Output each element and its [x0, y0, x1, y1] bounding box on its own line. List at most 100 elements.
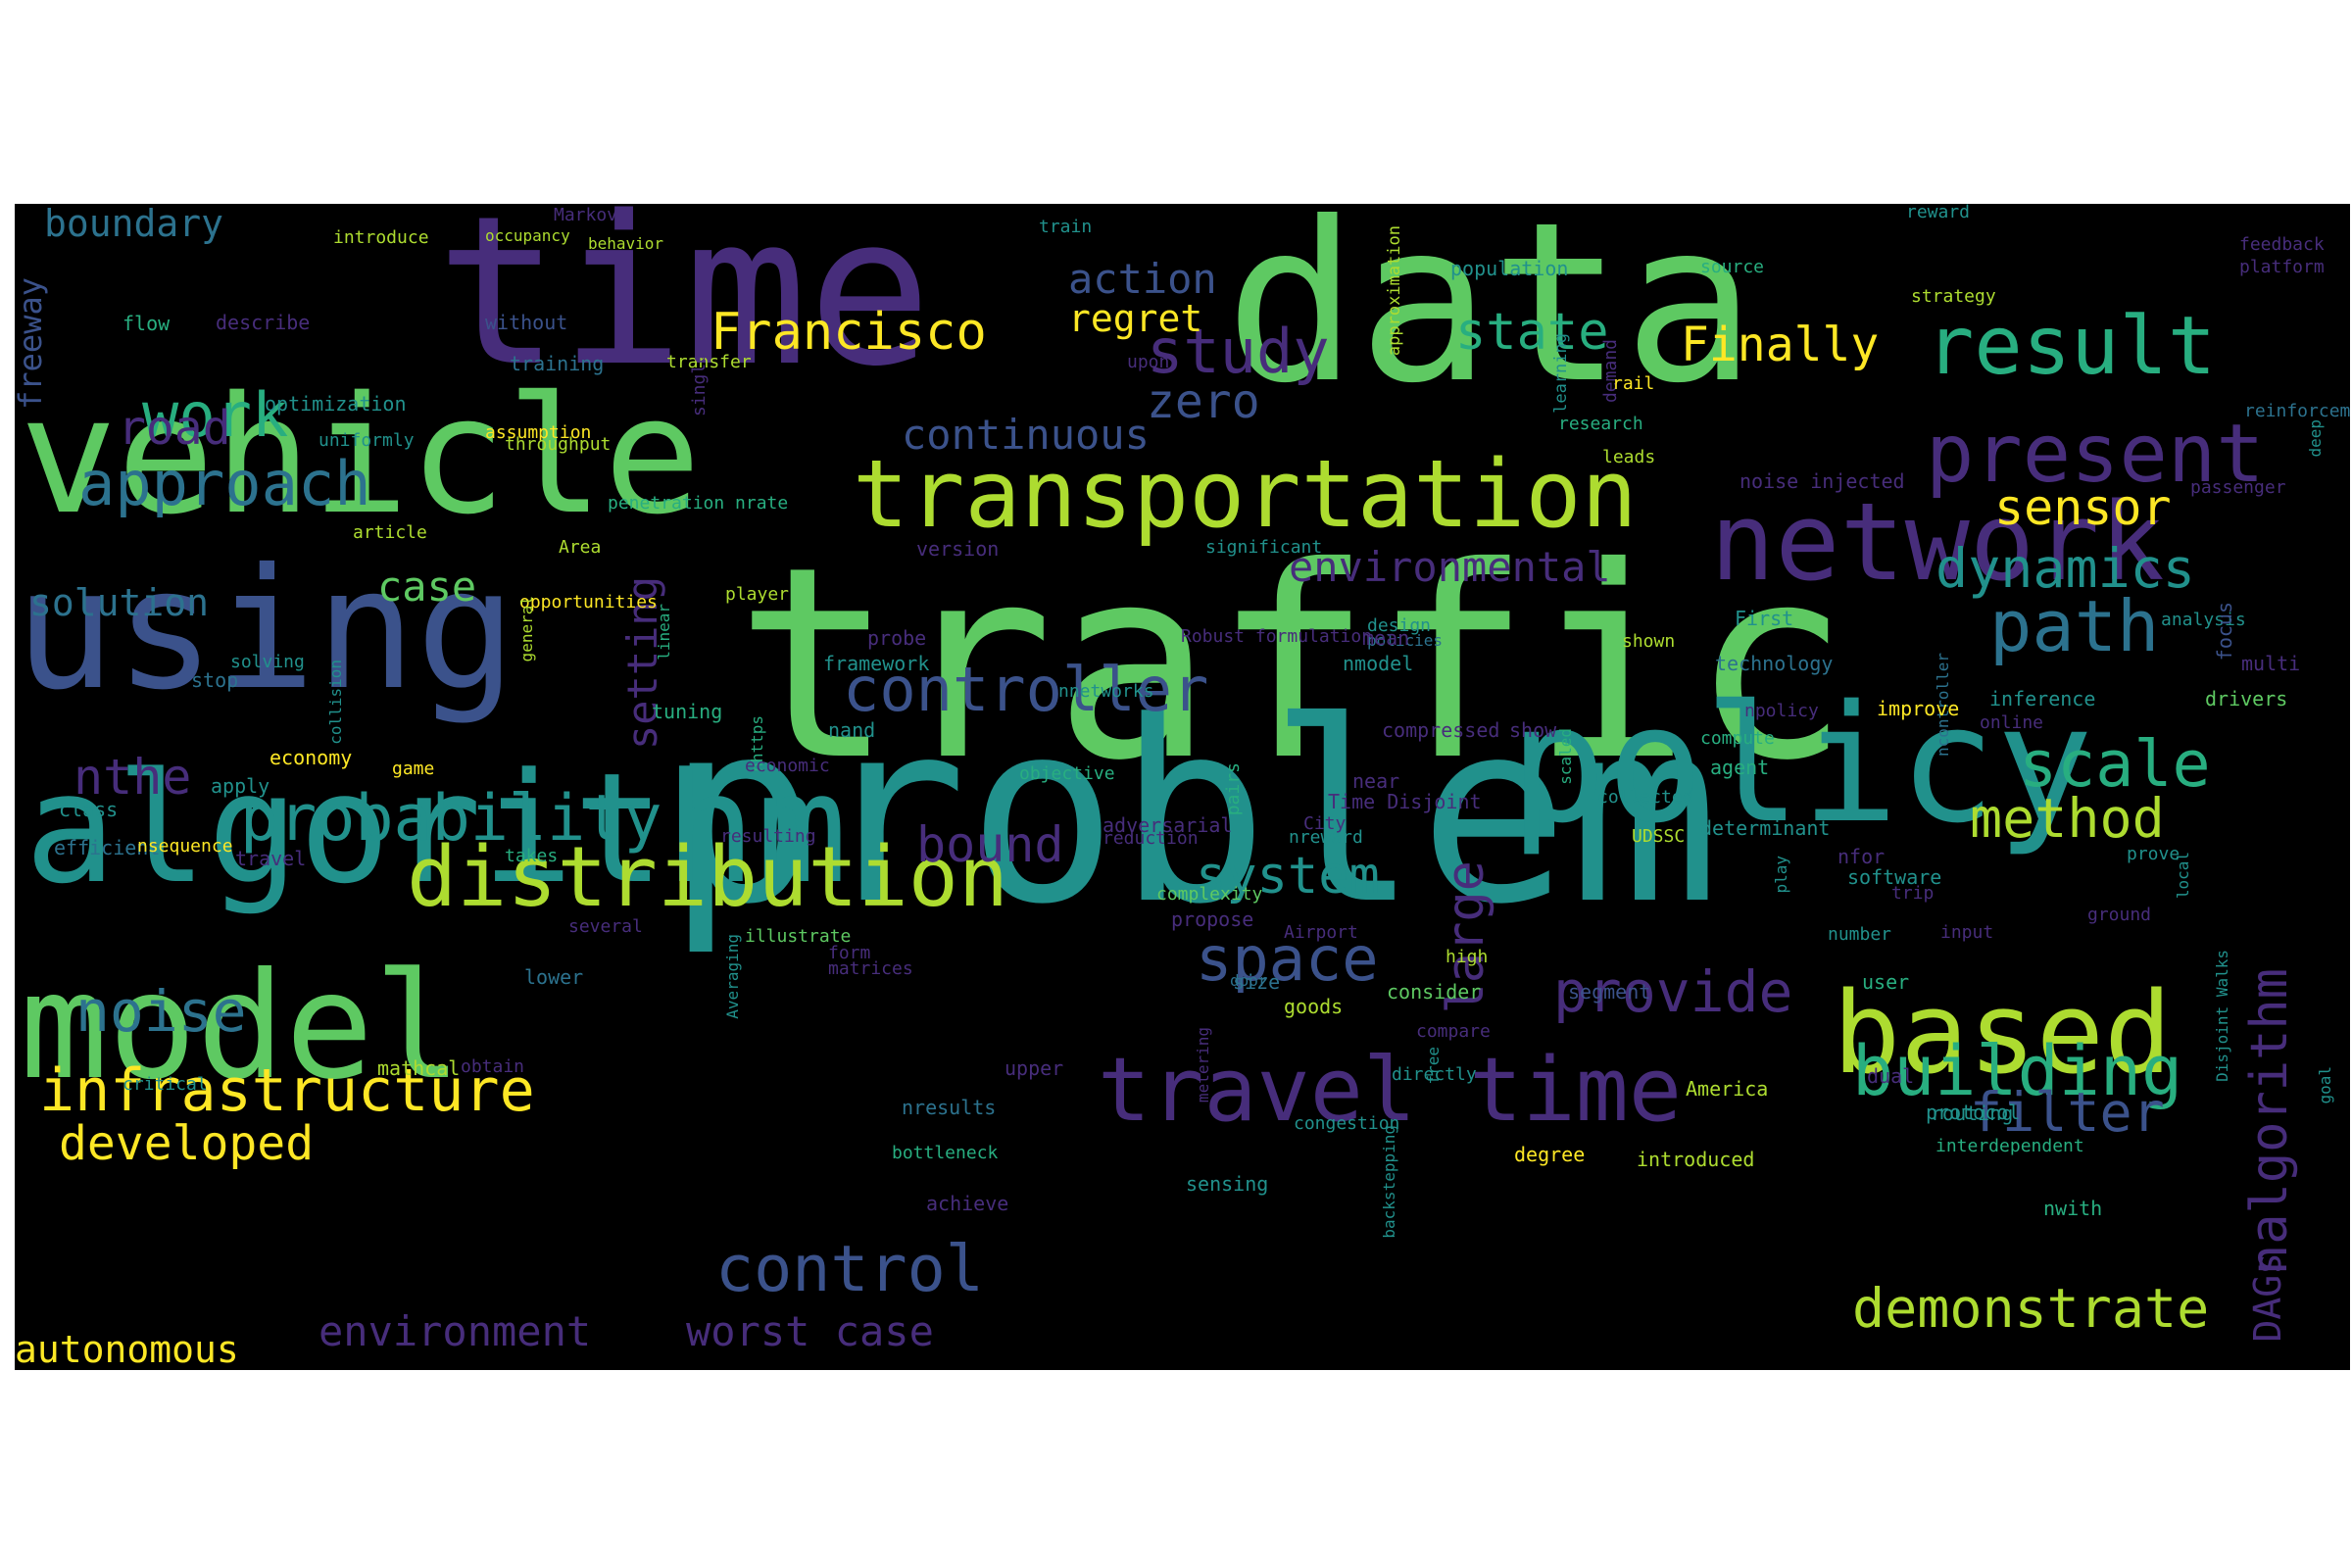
- word: congestion: [1294, 1113, 1400, 1134]
- word: single: [689, 353, 710, 417]
- word: routing: [1931, 1102, 2014, 1125]
- word: scale: [2019, 728, 2211, 802]
- word: economic: [745, 756, 830, 776]
- word: sensor: [1994, 479, 2172, 536]
- word: design: [1367, 615, 1432, 636]
- word: state: [1455, 303, 1609, 362]
- word: travel: [235, 847, 307, 870]
- word: UDSSC: [1632, 826, 1686, 847]
- word: passenger: [2190, 477, 2286, 498]
- word: several: [568, 916, 643, 937]
- word: local: [2174, 852, 2192, 900]
- word: show: [1509, 718, 1557, 742]
- word: learning: [1551, 333, 1571, 414]
- word: segment: [1568, 980, 1651, 1004]
- word: collision: [326, 660, 345, 745]
- word: First: [1735, 607, 1794, 630]
- word: probe: [867, 626, 927, 650]
- word: transportation: [853, 441, 1638, 549]
- word: article: [353, 522, 427, 543]
- word: system: [1196, 847, 1380, 906]
- word: critical: [122, 1074, 208, 1095]
- word: occupancy: [485, 226, 570, 245]
- word: Area: [559, 537, 602, 558]
- word: policy: [1509, 670, 2094, 858]
- word: model: [20, 942, 463, 1112]
- word: general: [517, 596, 536, 662]
- word: software: [1847, 865, 1942, 889]
- word: game: [392, 759, 435, 779]
- word: method: [1970, 787, 2165, 850]
- word: lower: [524, 965, 584, 989]
- word: high: [1446, 947, 1489, 967]
- word: adversarial: [1102, 813, 1233, 837]
- word: compute: [1700, 728, 1775, 749]
- word: propose: [1171, 907, 1254, 931]
- word: matrices: [828, 958, 913, 979]
- word: nfor: [1838, 845, 1886, 868]
- word: goods: [1284, 995, 1344, 1018]
- word: distribution: [407, 829, 1009, 926]
- word: penetration nrate: [608, 493, 789, 514]
- word: uniformly: [318, 430, 415, 451]
- word: shown: [1622, 631, 1676, 652]
- word: feedback: [2239, 234, 2325, 255]
- word: bound: [916, 816, 1064, 873]
- word: takes: [505, 846, 559, 866]
- word: protocol: [1926, 1101, 2021, 1124]
- word: approach: [78, 448, 371, 519]
- word: drivers: [2205, 687, 2288, 710]
- word: action: [1068, 255, 1217, 303]
- word: online: [1980, 712, 2044, 733]
- word: path: [1989, 585, 2160, 667]
- word: work: [142, 379, 289, 451]
- word: reward: [1906, 204, 1971, 222]
- word: efficient: [54, 836, 161, 859]
- word: demonstrate: [1852, 1277, 2210, 1340]
- word: economy: [270, 746, 353, 769]
- word: rail: [1612, 373, 1655, 394]
- word: apply: [211, 774, 270, 798]
- word: mean: [1362, 626, 1410, 650]
- word: resulting: [720, 826, 816, 847]
- word: strategy: [1911, 286, 1996, 307]
- word: case: [377, 563, 477, 611]
- word: provide: [1553, 958, 1793, 1025]
- word: number: [1828, 924, 1892, 945]
- word: using: [15, 533, 516, 727]
- word: present: [1926, 408, 2265, 501]
- word-cloud: time data traffic problem vehicle using algori…: [15, 204, 2350, 1370]
- word: America: [1686, 1077, 1769, 1101]
- word: sensing: [1186, 1172, 1269, 1196]
- word: Finally: [1681, 318, 1880, 372]
- word: time: [436, 204, 932, 412]
- word: data: [1225, 204, 1756, 432]
- word: filter: [1970, 1081, 2165, 1144]
- word: nresults: [902, 1096, 997, 1119]
- word: training: [510, 352, 605, 375]
- word: research: [1558, 414, 1643, 434]
- word: interdependent: [1936, 1136, 2084, 1156]
- word: freeway: [15, 277, 49, 410]
- word: building: [1852, 1031, 2183, 1111]
- word: complexity: [1156, 884, 1263, 905]
- word: developed: [59, 1116, 315, 1171]
- word: tuning: [652, 700, 723, 723]
- word: bottleneck: [892, 1143, 999, 1163]
- word: player: [725, 584, 790, 605]
- word: optimization: [265, 392, 407, 416]
- word: upper: [1004, 1056, 1064, 1080]
- word: space: [1196, 923, 1379, 995]
- word: directly: [1392, 1064, 1477, 1085]
- word: compressed: [1382, 718, 1500, 742]
- word: scaled: [1556, 728, 1575, 785]
- word: analysis: [2161, 610, 2246, 630]
- word: version: [916, 537, 1000, 561]
- word: nalgorithm: [2240, 968, 2299, 1276]
- word: opportunities: [519, 592, 658, 612]
- word: flow: [122, 312, 171, 335]
- word: probability: [240, 782, 662, 856]
- word: City: [1303, 813, 1347, 834]
- word: inference: [1989, 687, 2096, 710]
- word: traffic: [735, 510, 1850, 818]
